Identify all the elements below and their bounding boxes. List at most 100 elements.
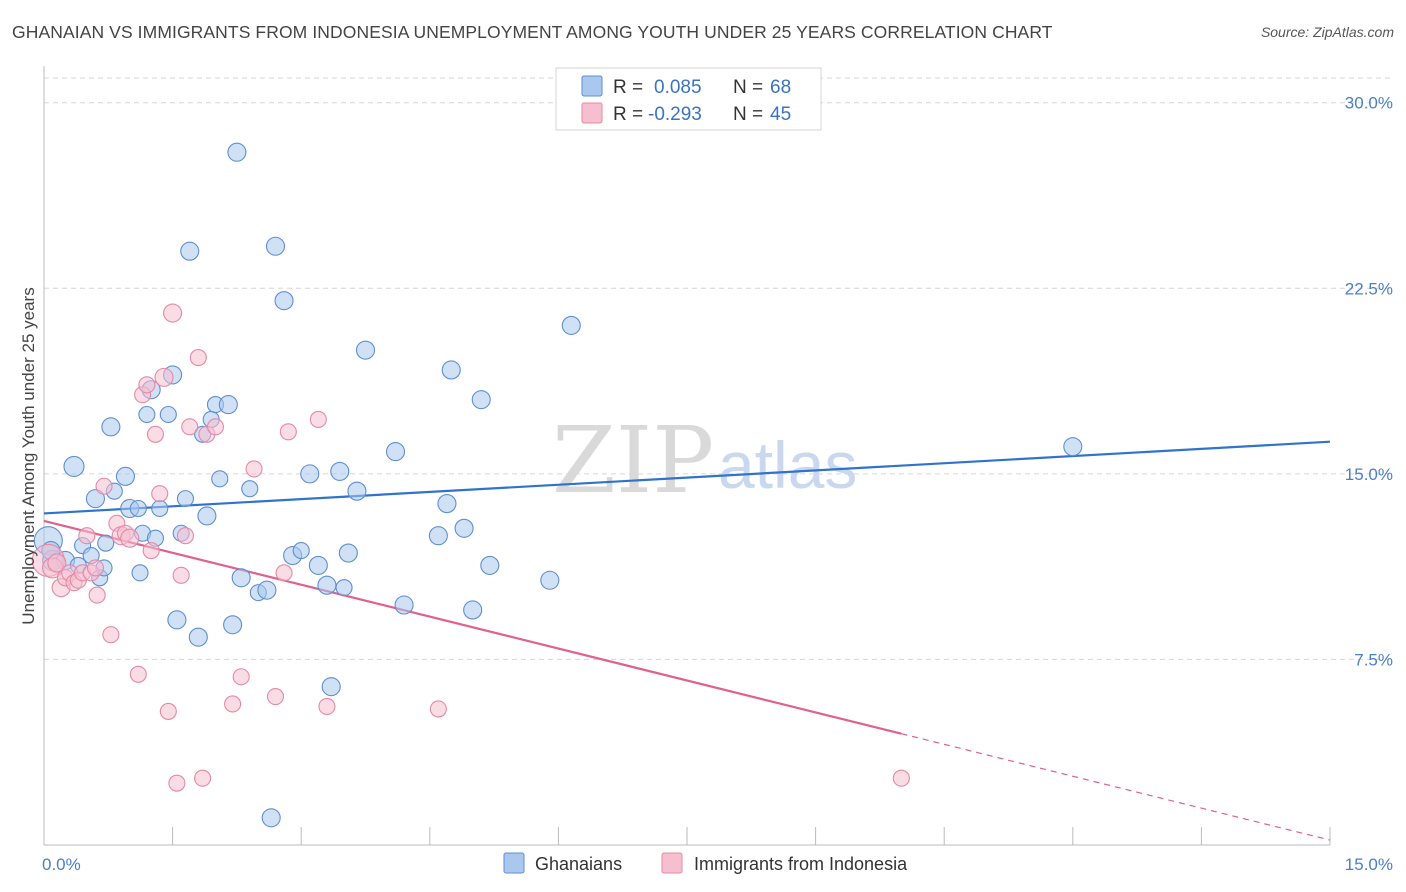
point-pink xyxy=(168,774,186,792)
watermark-atlas: atlas xyxy=(718,428,857,502)
trend-line-blue xyxy=(43,440,1331,515)
point-blue xyxy=(97,534,115,552)
trend-line-dashed-pink xyxy=(901,733,1331,841)
point-pink xyxy=(206,418,225,436)
point-pink xyxy=(194,769,212,787)
point-pink xyxy=(102,626,120,644)
x-axis-tick-labels: 0.0% 15.0% xyxy=(42,855,1393,874)
legend-r-label-2: R = xyxy=(613,104,643,125)
point-blue xyxy=(385,442,406,462)
legend-n-label-1: N = xyxy=(733,77,763,98)
point-blue xyxy=(218,395,238,415)
point-blue xyxy=(241,480,259,498)
point-pink xyxy=(142,542,160,560)
point-blue xyxy=(257,580,277,600)
point-blue xyxy=(338,543,358,563)
point-blue xyxy=(151,499,169,518)
point-pink xyxy=(318,697,336,715)
point-pink xyxy=(266,687,285,706)
point-pink xyxy=(159,702,177,720)
point-pink xyxy=(154,367,174,387)
point-pink xyxy=(245,460,263,478)
point-blue xyxy=(463,600,483,620)
point-pink xyxy=(78,527,96,545)
point-blue xyxy=(437,494,457,514)
x-tick-label: 15.0% xyxy=(1345,855,1393,874)
point-blue xyxy=(394,595,414,615)
legend-n-label-2: N = xyxy=(733,104,763,125)
y-axis-tick-labels: 7.5% 15.0% 22.5% 30.0% xyxy=(1345,94,1393,670)
point-pink xyxy=(138,376,156,394)
point-blue xyxy=(454,518,474,538)
axes xyxy=(43,66,1331,846)
legend-n-value-2: 45 xyxy=(770,104,791,125)
y-tick-label: 7.5% xyxy=(1354,650,1393,669)
y-axis-title: Unemployment Among Youth under 25 years xyxy=(19,287,38,624)
point-blue xyxy=(101,417,121,437)
y-tick-label: 30.0% xyxy=(1345,94,1393,113)
point-pink xyxy=(232,668,250,686)
x-tick-label: 0.0% xyxy=(42,855,81,874)
trend-lines xyxy=(43,440,1331,841)
point-pink xyxy=(224,695,242,713)
trend-line-pink xyxy=(43,519,902,735)
point-blue xyxy=(1063,437,1083,457)
point-blue xyxy=(138,405,156,424)
legend-swatch-blue xyxy=(581,75,603,97)
point-pink xyxy=(172,566,190,584)
watermark: ZIP atlas xyxy=(552,407,857,514)
point-blue xyxy=(308,555,328,575)
point-blue xyxy=(261,808,281,828)
watermark-zip: ZIP xyxy=(552,407,714,514)
point-blue xyxy=(115,466,135,486)
point-blue xyxy=(176,490,195,508)
point-pink xyxy=(129,665,147,683)
legend-swatch-pink xyxy=(581,102,603,124)
point-pink xyxy=(47,553,67,573)
point-blue xyxy=(335,579,353,597)
point-blue xyxy=(441,360,461,380)
point-blue xyxy=(292,542,310,560)
point-blue xyxy=(211,470,229,488)
point-blue xyxy=(167,610,187,630)
point-blue xyxy=(561,315,581,335)
point-blue xyxy=(188,627,208,647)
point-blue xyxy=(63,455,85,477)
point-blue xyxy=(180,241,200,261)
chart-title: GHANAIAN VS IMMIGRANTS FROM INDONESIA UN… xyxy=(12,22,1053,42)
point-pink xyxy=(146,425,165,443)
y-tick-label: 15.0% xyxy=(1345,465,1393,484)
point-pink xyxy=(163,303,183,323)
point-blue xyxy=(428,526,448,546)
point-pink xyxy=(309,410,327,428)
point-blue xyxy=(540,570,560,590)
legend-r-label-1: R = xyxy=(613,77,643,98)
point-blue xyxy=(159,405,177,424)
point-blue xyxy=(274,291,294,311)
point-blue xyxy=(321,677,341,697)
bottom-legend-label-2: Immigrants from Indonesia xyxy=(694,854,908,874)
point-pink xyxy=(279,423,297,441)
legend-r-value-2: -0.293 xyxy=(648,104,702,125)
legend-n-value-1: 68 xyxy=(770,77,791,98)
point-blue xyxy=(355,340,376,360)
point-pink xyxy=(120,528,140,548)
bottom-legend-label-1: Ghanaians xyxy=(535,854,622,874)
point-blue xyxy=(347,481,367,501)
point-pink xyxy=(176,527,195,545)
bottom-legend-swatch-pink xyxy=(661,852,683,874)
point-blue xyxy=(265,236,286,256)
point-blue xyxy=(85,489,105,509)
point-blue xyxy=(317,575,337,595)
data-points xyxy=(31,142,1083,828)
point-blue xyxy=(480,555,500,575)
point-blue xyxy=(300,464,320,484)
point-pink xyxy=(275,564,293,582)
point-blue xyxy=(231,568,251,588)
point-pink xyxy=(181,418,199,436)
point-pink xyxy=(892,769,910,787)
point-pink xyxy=(86,559,104,577)
legend: R = 0.085 N = 68 R = -0.293 N = 45 xyxy=(555,67,822,131)
point-blue xyxy=(197,506,217,526)
legend-r-value-1: 0.085 xyxy=(654,77,702,98)
